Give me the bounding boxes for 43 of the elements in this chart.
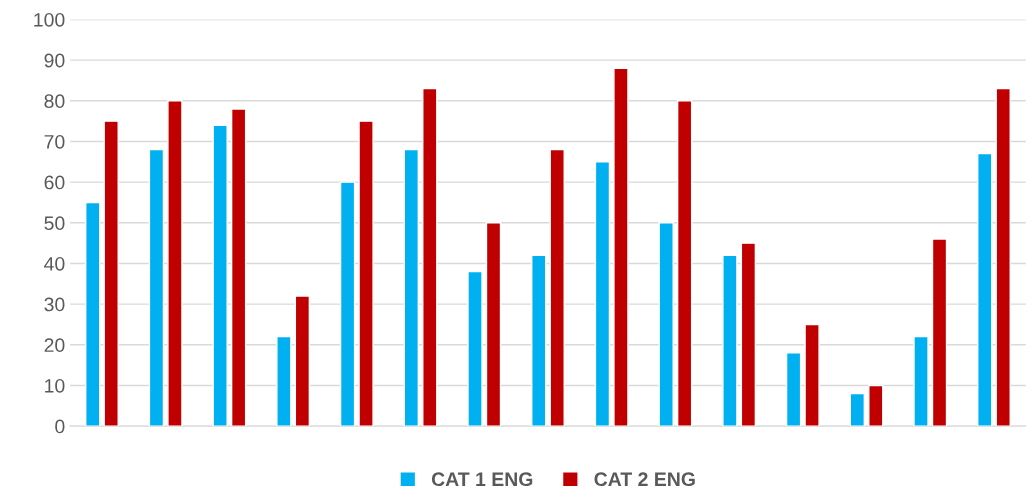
y-tick-label: 100 <box>34 12 65 27</box>
bar <box>931 238 948 427</box>
bar <box>485 222 502 427</box>
bar <box>594 161 611 427</box>
bar <box>722 254 738 427</box>
y-tick-label: 40 <box>44 256 65 271</box>
bar <box>230 108 247 427</box>
bar <box>403 148 420 427</box>
bar <box>276 335 292 427</box>
bar <box>549 148 565 427</box>
y-tick-label: 20 <box>44 338 65 353</box>
y-tick-label: 90 <box>44 53 65 68</box>
bar <box>995 87 1011 427</box>
bar <box>148 148 165 427</box>
bar <box>339 181 356 427</box>
bar <box>740 242 757 427</box>
y-tick-label: 50 <box>44 216 65 231</box>
bar <box>358 120 374 427</box>
y-tick-label: 60 <box>44 175 65 190</box>
bar <box>294 295 311 427</box>
bar <box>613 67 629 427</box>
bar <box>531 254 547 427</box>
y-tick-label: 0 <box>55 419 65 434</box>
bar <box>212 124 228 427</box>
y-tick-label: 10 <box>45 378 65 393</box>
bar <box>167 100 183 427</box>
legend-label: CAT 1 ENG <box>431 472 533 487</box>
y-tick-label: 70 <box>44 134 65 149</box>
legend-label: CAT 2 ENG <box>594 472 695 487</box>
bar <box>868 384 884 427</box>
y-tick-label: 30 <box>44 297 65 312</box>
bar <box>85 201 101 427</box>
bar <box>422 87 438 427</box>
bar <box>977 152 993 427</box>
bar <box>658 222 674 427</box>
y-tick-label: 80 <box>44 94 65 109</box>
bar <box>849 392 866 427</box>
bar <box>913 335 929 427</box>
bar <box>676 100 693 427</box>
bar <box>804 323 820 427</box>
bar <box>103 120 119 427</box>
bar <box>467 270 483 427</box>
bar <box>785 352 802 427</box>
